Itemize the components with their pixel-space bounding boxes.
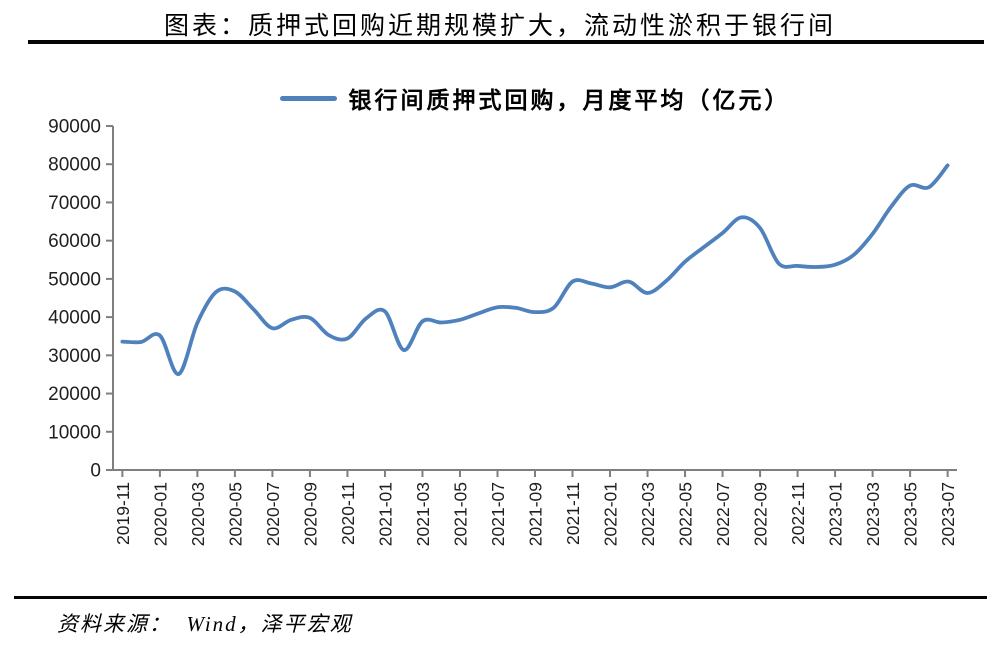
x-tick-label: 2022-01 <box>601 482 621 546</box>
x-tick-label: 2023-07 <box>938 482 958 546</box>
y-tick-label: 0 <box>90 461 101 482</box>
y-tick-label: 80000 <box>48 155 101 176</box>
x-tick-label: 2022-05 <box>676 482 696 546</box>
x-tick-label: 2020-09 <box>300 482 320 546</box>
x-tick-label: 2022-09 <box>751 482 771 546</box>
x-tick-label: 2020-11 <box>338 482 358 545</box>
x-tick-label: 2023-05 <box>901 482 921 546</box>
legend: 银行间质押式回购，月度平均（亿元） <box>113 82 957 114</box>
x-tick-label: 2022-11 <box>788 482 808 545</box>
x-tick-label: 2020-05 <box>225 482 245 546</box>
legend-series-label: 银行间质押式回购，月度平均（亿元） <box>348 88 791 113</box>
y-tick-label: 30000 <box>48 346 101 367</box>
legend-line-sample-icon <box>279 95 337 101</box>
x-tick-label: 2021-05 <box>450 482 470 546</box>
x-tick-label: 2020-03 <box>188 482 208 546</box>
x-tick-label: 2020-07 <box>263 482 283 546</box>
source-text: 资料来源： Wind，泽平宏观 <box>57 612 353 636</box>
x-tick-label: 2023-03 <box>863 482 883 546</box>
y-tick-label: 10000 <box>48 422 101 443</box>
y-tick-label: 40000 <box>48 308 101 329</box>
x-tick-label: 2019-11 <box>113 482 133 545</box>
y-tick-label: 20000 <box>48 384 101 405</box>
y-tick-label: 90000 <box>48 117 101 138</box>
x-tick-label: 2021-11 <box>563 482 583 545</box>
header-rule <box>28 40 984 44</box>
y-tick-label: 60000 <box>48 231 101 252</box>
y-tick-label: 70000 <box>48 193 101 214</box>
x-tick-label: 2023-01 <box>826 482 846 546</box>
footer-rule <box>14 596 987 599</box>
x-tick-label: 2021-03 <box>413 482 433 546</box>
x-tick-label: 2021-09 <box>526 482 546 546</box>
x-tick-label: 2022-03 <box>638 482 658 546</box>
x-tick-label: 2021-01 <box>375 482 395 546</box>
x-tick-label: 2021-07 <box>488 482 508 546</box>
x-tick-label: 2022-07 <box>713 482 733 546</box>
y-tick-label: 50000 <box>48 269 101 290</box>
chart-title: 图表：质押式回购近期规模扩大，流动性淤积于银行间 <box>163 13 836 40</box>
x-tick-label: 2020-01 <box>150 482 170 546</box>
series-line <box>120 163 950 377</box>
